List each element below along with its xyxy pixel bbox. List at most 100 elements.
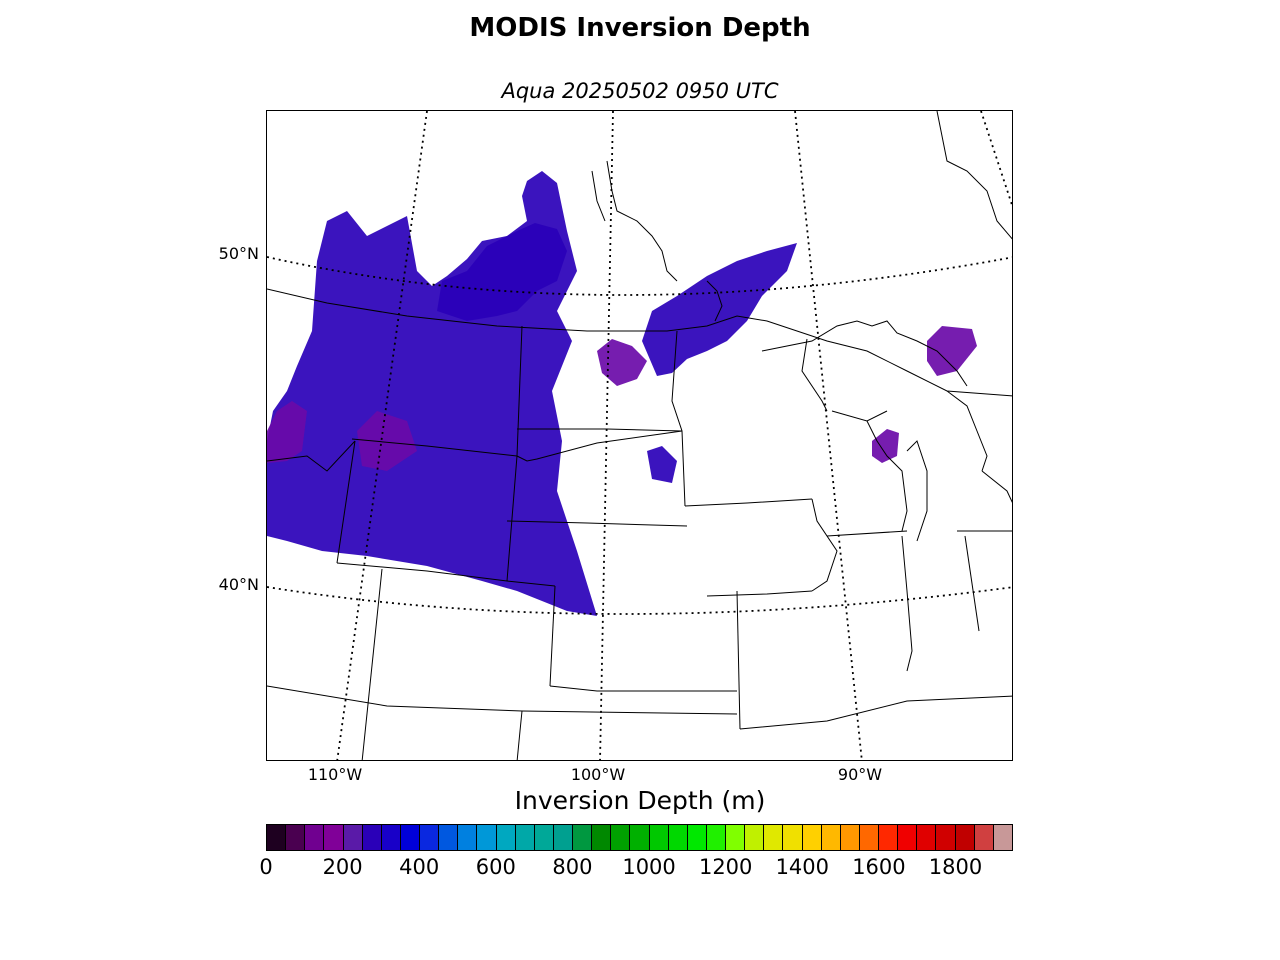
colorbar-segment [783,825,803,850]
state-line-ne-ks [506,520,688,527]
colorbar-segment [802,825,822,850]
data-region-southeast-edge [647,446,677,483]
colorbar-tick-label: 200 [322,855,363,879]
colorbar-segment [974,825,994,850]
state-line-ia-east [811,498,838,592]
map-panel [266,110,1013,761]
colorbar-segment [592,825,612,850]
state-line-co-west [336,440,356,564]
meridian-100w [599,111,614,760]
lat-label-40n: 40°N [218,575,259,594]
colorbar-segment [343,825,363,850]
state-line-mn-wi [801,338,828,412]
colorbar-segment [649,825,669,850]
state-line-co-ks [549,585,556,687]
lon-label-90w: 90°W [837,765,883,784]
state-line-ia-north [684,498,813,507]
lake-of-woods [706,280,723,322]
colorbar-segment [573,825,593,850]
colorbar-segment [764,825,784,850]
colorbar-segment [668,825,688,850]
state-line-wy-co [336,562,556,587]
meridian-110w [336,111,428,760]
state-line-mn-west [671,330,686,507]
colorbar-segment [859,825,879,850]
data-region-north-plains [437,223,567,321]
colorbar-segment [286,825,306,850]
state-line-mt-wy [351,438,518,457]
colorbar-tick-label: 1400 [775,855,830,879]
colorbar-segment [534,825,554,850]
colorbar-segment [381,825,401,850]
colorbar-tick-label: 600 [475,855,516,879]
state-line-tx-panhandle [516,710,523,760]
colorbar-segment [439,825,459,850]
lon-label-100w: 100°W [570,765,626,784]
colorbar-segment [515,825,535,850]
chart-title: MODIS Inversion Depth [469,13,811,43]
lat-label-50n: 50°N [218,244,259,263]
colorbar-segment [420,825,440,850]
state-line-co-nm [361,568,383,760]
colorbar-segment [821,825,841,850]
colorbar-segment [630,825,650,850]
state-line-mo-north [706,590,813,597]
state-line-ok-tx [521,710,738,715]
colorbar-tick-label: 800 [552,855,593,879]
colorbar-tick-label: 1800 [928,855,983,879]
data-region-manitoba [642,243,797,376]
state-line-ks-ok [549,685,737,692]
state-line-mt-id [267,440,356,472]
colorbar-segment [879,825,899,850]
colorbar-segment [477,825,497,850]
colorbar-label: Inversion Depth (m) [514,786,766,815]
colorbar-segment [936,825,956,850]
colorbar-segment [706,825,726,850]
colorbar-segment [362,825,382,850]
colorbar-segment [267,825,287,850]
meridian-90w [794,111,863,760]
data-region-purple-wy [357,411,417,471]
colorbar-segment [745,825,765,850]
colorbar-segment [726,825,746,850]
graticule [267,111,1012,760]
colorbar-tick-label: 1000 [622,855,676,879]
data-region-purple-west [267,401,307,463]
hudson-bay-coast [936,111,1012,240]
state-line-southern [267,685,523,712]
colorbar [266,824,1013,851]
canada-us-border [267,288,1012,397]
colorbar-tick-label: 400 [399,855,440,879]
state-line-wi-il [826,530,908,537]
lake-michigan-coast [866,420,928,542]
colorbar-segment [324,825,344,850]
lake-winnipegosis [591,170,606,222]
data-overlay [267,171,977,616]
colorbar-tick-label: 1200 [698,855,753,879]
lake-winnipeg-coast [606,160,678,282]
colorbar-tick-label: 1600 [852,855,906,879]
lake-huron-coast [946,390,988,472]
colorbar-segment [955,825,975,850]
colorbar-segment [840,825,860,850]
colorbar-segment [400,825,420,850]
colorbar-segment [687,825,707,850]
state-line-ar-la [739,695,1012,730]
colorbar-segment [611,825,631,850]
map-canvas [267,111,1012,760]
colorbar-segment [898,825,918,850]
data-region-wisconsin [872,429,899,463]
lake-superior-coast [761,320,968,387]
coastlines [591,111,1012,542]
chart-subtitle: Aqua 20250502 0950 UTC [501,79,779,103]
state-line-wi-mi [831,410,888,422]
state-line-il-in [901,535,913,672]
colorbar-segment [305,825,325,850]
colorbar-segment [553,825,573,850]
colorbar-segment [496,825,516,850]
lon-label-110w: 110°W [307,765,363,784]
meridian-80w [980,111,1012,208]
state-line-sd-ne [516,430,683,462]
data-region-ontario [927,326,977,376]
state-line-mo-ar [736,590,741,730]
